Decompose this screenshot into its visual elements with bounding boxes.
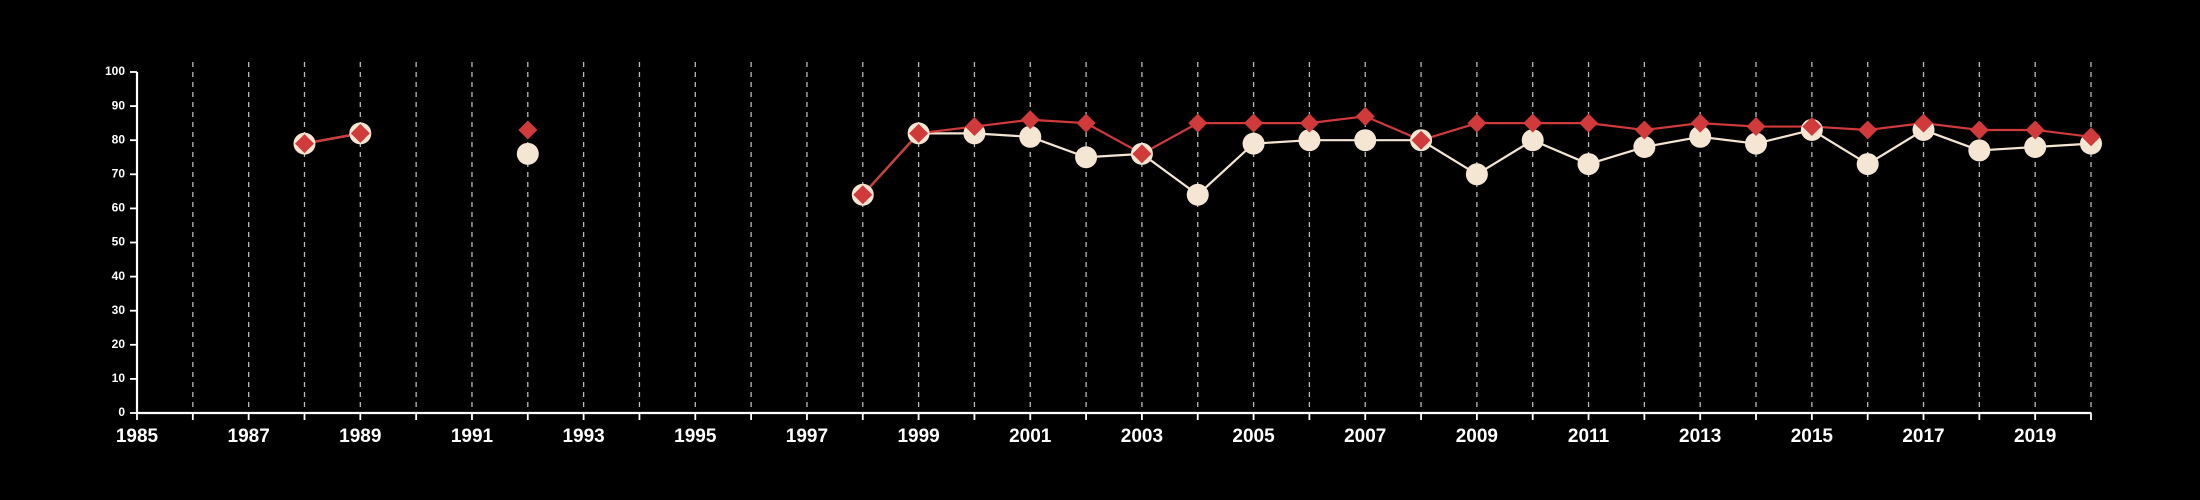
y-tick-label: 40	[112, 269, 126, 283]
grid-layer	[192, 62, 2092, 413]
series-1-point	[1577, 153, 1600, 176]
series-2-point	[1411, 130, 1431, 150]
series-2-point	[1914, 113, 1934, 133]
x-tick-label: 2009	[1456, 426, 1498, 447]
y-tick-label: 30	[112, 303, 126, 317]
x-tick-label: 1989	[339, 426, 381, 447]
x-tick-label: 2015	[1791, 426, 1834, 447]
series-2-point	[1355, 106, 1375, 126]
y-tick-label: 60	[112, 201, 126, 215]
series-1-segment	[1196, 142, 1255, 196]
series-2-point	[1579, 113, 1599, 133]
series-1-point	[1186, 183, 1209, 206]
series-2-point	[1634, 120, 1654, 140]
series-2-point	[1858, 120, 1878, 140]
series-2-point	[350, 123, 370, 143]
series-1-point	[1968, 139, 1991, 162]
series-1-point	[1298, 129, 1321, 152]
series-1-point	[1745, 132, 1768, 155]
series-2-segment	[1700, 122, 1757, 128]
series-2-point	[518, 120, 538, 140]
y-tick-label: 80	[112, 132, 126, 146]
x-tick-label: 1995	[674, 426, 717, 447]
x-tick-label: 1985	[116, 426, 159, 447]
series-1-point	[516, 142, 539, 165]
y-tick-label: 90	[112, 98, 126, 112]
x-tick-label: 1993	[562, 426, 604, 447]
series-2-segment	[1644, 122, 1701, 132]
x-tick-label: 2017	[1902, 426, 1944, 447]
series-2-point	[1076, 113, 1096, 133]
series-2-point	[1802, 117, 1822, 137]
series-1-point	[1354, 129, 1377, 152]
x-tick-label: 1987	[228, 426, 270, 447]
axis-layer: 1985 1987 1989 1991 1993 1995 1997 1999 2001 2003…	[105, 64, 2092, 447]
series-2-point	[1244, 113, 1264, 133]
y-tick-label: 70	[112, 166, 126, 180]
x-tick-label: 1991	[451, 426, 494, 447]
series-2-segment	[861, 132, 920, 196]
x-tick-label: 2005	[1232, 426, 1275, 447]
series-1-segment	[1141, 152, 1199, 196]
series-2-segment	[1309, 115, 1366, 125]
series-2-point	[1020, 110, 1040, 130]
y-tick-label: 20	[112, 337, 126, 351]
series-2-point	[1188, 113, 1208, 133]
series-2-segment	[974, 118, 1031, 128]
series-2-point	[2081, 127, 2101, 147]
series-1-point	[1521, 129, 1544, 152]
y-tick-label: 0	[118, 405, 125, 419]
x-tick-label: 1999	[897, 426, 939, 447]
x-tick-label: 2001	[1009, 426, 1052, 447]
series-2-point	[909, 123, 929, 143]
series-1-point	[1856, 153, 1879, 176]
series-2-point	[964, 117, 984, 137]
series-2-segment	[2035, 128, 2092, 138]
series-2-point	[1132, 144, 1152, 164]
marker-layer	[293, 106, 2102, 206]
series-1-point	[1689, 125, 1712, 148]
series-2-point	[853, 185, 873, 205]
series-2-point	[1523, 113, 1543, 133]
series-1-point	[1465, 163, 1488, 186]
x-tick-label: 2013	[1679, 426, 1721, 447]
x-tick-label: 2019	[2014, 426, 2056, 447]
series-2-point	[1690, 113, 1710, 133]
y-tick-label: 10	[112, 371, 126, 385]
x-tick-label: 1997	[786, 426, 828, 447]
series-2-segment	[1588, 122, 1645, 132]
series-2-segment	[1030, 118, 1087, 125]
series-2-point	[1746, 117, 1766, 137]
y-tick-label: 100	[105, 64, 125, 78]
series-2-point	[2025, 120, 2045, 140]
series-1-point	[1633, 136, 1656, 159]
series-1-point	[2024, 136, 2047, 159]
x-tick-label: 2011	[1568, 426, 1610, 447]
series-2-point	[1299, 113, 1319, 133]
series-2-point	[1467, 113, 1487, 133]
series-2-point	[294, 134, 314, 154]
series-1-point	[1019, 125, 1042, 148]
series-1-point	[1242, 132, 1265, 155]
y-tick-label: 50	[112, 235, 126, 249]
x-tick-label: 2007	[1344, 426, 1386, 447]
series-1-point	[1075, 146, 1098, 169]
x-tick-label: 2003	[1121, 426, 1163, 447]
series-2-point	[1969, 120, 1989, 140]
